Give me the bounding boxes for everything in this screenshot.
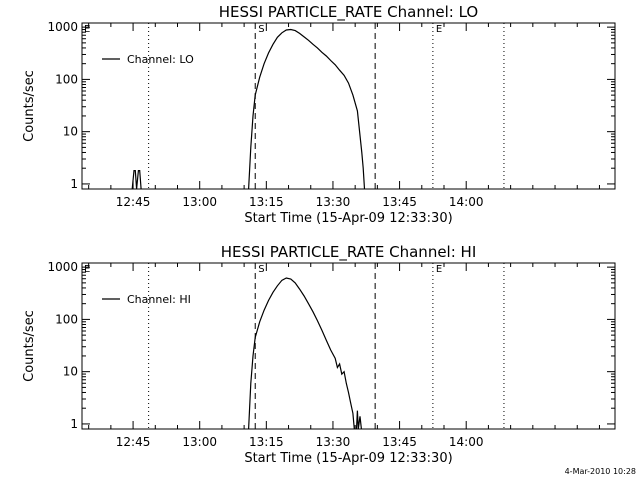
x-tick-label: 13:15 [249,435,284,449]
marker-label: S [258,264,264,275]
x-tick-label: 13:30 [316,195,351,209]
marker-label: E [436,24,442,35]
series-line [248,277,355,430]
y-tick-label: 1 [70,417,78,431]
y-tick-label: 100 [55,312,78,326]
x-tick-label: 12:45 [116,435,151,449]
y-axis-label: Counts/sec [22,70,37,142]
x-tick-label: 13:30 [316,435,351,449]
x-tick-label: 14:00 [449,435,484,449]
y-tick-label: 1 [70,177,78,191]
x-axis-label: Start Time (15-Apr-09 12:33:30) [244,451,452,466]
y-tick-label: 10 [63,365,78,379]
x-tick-label: 13:00 [182,195,217,209]
plot-frame [81,262,616,430]
y-tick-label: 1000 [47,260,78,274]
legend-label: Channel: LO [127,53,194,66]
x-tick-label: 13:45 [382,195,417,209]
panel-hi: HESSI PARTICLE_RATE Channel: HI 1 10 100 100… [22,243,616,466]
series-line [131,170,142,190]
plot-frame [81,22,616,190]
x-tick-label: 14:00 [449,195,484,209]
chart-title: HESSI PARTICLE_RATE Channel: HI [221,243,477,262]
panel-lo: HESSI PARTICLE_RATE Channel: LO 1 10 100 100… [22,3,616,226]
marker-label: E [436,264,442,275]
corner-marker-label: E [84,264,90,275]
x-tick-label: 12:45 [116,195,151,209]
x-tick-label: 13:45 [382,435,417,449]
series-line [355,410,362,430]
x-tick-label: 13:15 [249,195,284,209]
legend-label: Channel: HI [127,293,191,306]
timestamp-label: 4-Mar-2010 10:28 [565,467,636,476]
series-line [248,28,366,190]
y-tick-label: 1000 [47,20,78,34]
marker-label: S [258,24,264,35]
y-tick-label: 100 [55,72,78,86]
y-axis-label: Counts/sec [22,310,37,382]
x-tick-label: 13:00 [182,435,217,449]
y-tick-label: 10 [63,125,78,139]
corner-marker-label: E [84,24,90,35]
x-axis-label: Start Time (15-Apr-09 12:33:30) [244,211,452,226]
chart-title: HESSI PARTICLE_RATE Channel: LO [219,3,478,22]
